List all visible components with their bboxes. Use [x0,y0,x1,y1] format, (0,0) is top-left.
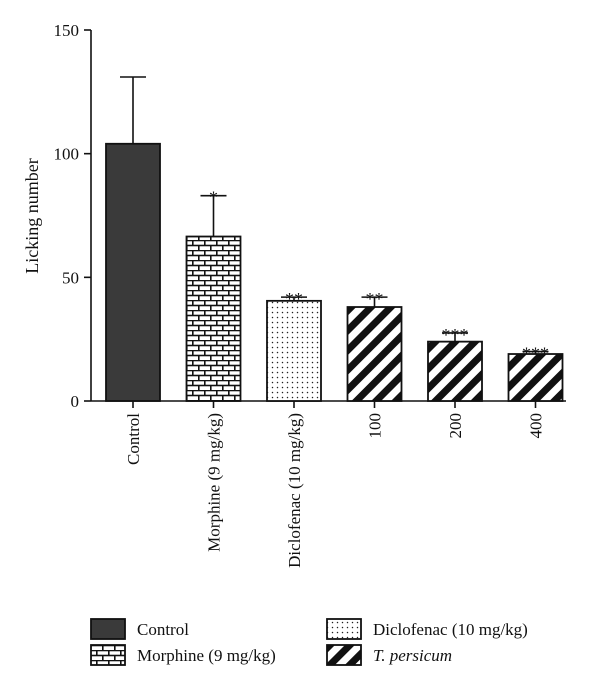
y-tick-label: 150 [54,21,80,40]
legend-swatch [90,618,126,640]
y-ticks: 0 50 100 150 [54,21,91,411]
bars: *** ******** [105,76,564,402]
bar [266,299,322,402]
legend-label: Control [137,620,189,639]
significance-label: *** [522,344,549,364]
category-label: 200 [446,413,465,439]
y-tick-label: 100 [54,145,80,164]
legend: Control Diclofenac (10 mg/kg) Morphine (9 … [90,618,528,666]
bar [427,340,483,402]
significance-label: ** [285,289,303,309]
y-axis-title: Licking number [22,158,42,273]
legend-swatch [90,644,126,666]
legend-swatch [326,618,362,640]
legend-label: T. persicum [373,646,452,665]
bar [185,235,242,402]
category-label: Diclofenac (10 mg/kg) [285,413,304,568]
significance-label: ** [366,289,384,309]
axes [90,30,566,402]
legend-label: Diclofenac (10 mg/kg) [373,620,528,639]
legend-swatch [326,644,362,666]
category-label: 100 [366,413,385,439]
y-tick-label: 50 [62,268,79,287]
bar [346,306,403,402]
category-label: Control [124,413,143,465]
bar [105,142,161,402]
category-label: Morphine (9 mg/kg) [205,413,224,552]
legend-label: Morphine (9 mg/kg) [137,646,276,665]
category-labels: Control Morphine (9 mg/kg) Diclofenac (10 … [124,401,546,568]
category-label: 400 [527,413,546,439]
significance-label: *** [442,325,469,345]
significance-label: * [209,188,218,208]
y-tick-label: 0 [71,392,80,411]
